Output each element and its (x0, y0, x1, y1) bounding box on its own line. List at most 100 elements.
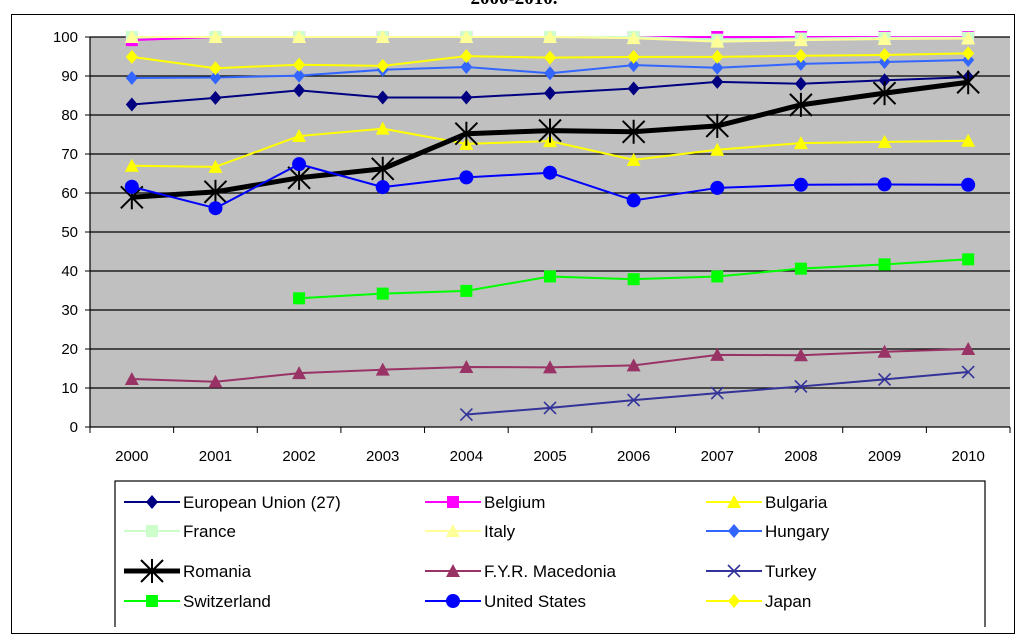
legend-box (114, 480, 986, 627)
data-point (627, 273, 640, 286)
data-point (447, 496, 459, 508)
data-point (375, 121, 390, 135)
data-point (293, 68, 306, 83)
legend-label: Switzerland (183, 592, 271, 611)
data-point (727, 495, 741, 508)
series-f-y-r-macedonia (124, 342, 976, 388)
data-point (209, 61, 222, 76)
y-tick-label: 20 (61, 341, 78, 358)
x-tick-label: 2003 (366, 448, 399, 465)
legend-label: Bulgaria (765, 493, 828, 512)
data-point (878, 47, 891, 62)
data-point (878, 73, 891, 88)
data-point (459, 407, 473, 422)
data-point (877, 134, 892, 148)
data-point (460, 49, 473, 64)
data-point (124, 372, 139, 386)
legend-item: European Union (27) (124, 493, 341, 512)
series-switzerland (293, 253, 975, 305)
data-point (446, 594, 460, 608)
y-tick-label: 40 (61, 263, 78, 280)
series-united-states (124, 157, 976, 216)
data-point (710, 386, 724, 400)
legend-label: Hungary (765, 522, 830, 541)
data-point (793, 136, 808, 150)
data-point (710, 142, 725, 156)
data-point (375, 180, 390, 195)
x-tick-label: 2007 (701, 448, 734, 465)
data-point (208, 374, 223, 388)
data-point (203, 179, 228, 204)
data-point (460, 60, 473, 75)
series-italy (124, 30, 976, 48)
data-point (124, 179, 139, 194)
data-point (794, 56, 807, 71)
data-point (961, 133, 976, 147)
legend-label: Belgium (484, 493, 545, 512)
data-point (627, 58, 640, 73)
data-point (292, 157, 307, 172)
data-point (621, 119, 646, 144)
x-tick-label: 2004 (450, 448, 483, 465)
x-tick-label: 2006 (617, 448, 650, 465)
data-point (705, 113, 729, 138)
data-point (292, 30, 307, 43)
data-point (371, 156, 395, 181)
data-point (146, 495, 158, 509)
data-point (794, 379, 808, 394)
data-point (293, 292, 306, 305)
series-european-union-27- (125, 70, 975, 112)
series-japan (125, 46, 975, 76)
data-point (146, 525, 158, 537)
y-tick-label: 100 (53, 29, 78, 46)
data-point (544, 50, 556, 65)
legend-item: Japan (706, 592, 811, 611)
x-tick-label: 2005 (533, 448, 566, 465)
legend-label: Romania (183, 562, 252, 581)
y-tick-label: 60 (61, 185, 78, 202)
data-point (962, 253, 975, 266)
data-point (961, 365, 975, 379)
data-point (209, 90, 222, 105)
data-point (293, 57, 306, 72)
data-point (877, 372, 892, 386)
data-point (125, 70, 138, 85)
data-point (710, 347, 725, 361)
data-point (711, 74, 724, 89)
data-point (124, 158, 139, 172)
data-point (877, 177, 892, 192)
legend-label: United States (484, 592, 586, 611)
data-point (794, 262, 807, 275)
legend-label: European Union (27) (183, 493, 341, 512)
legend-item: United States (425, 592, 586, 611)
y-tick-label: 10 (61, 380, 78, 397)
data-point (878, 54, 891, 69)
data-point (711, 270, 724, 283)
data-point (446, 524, 460, 537)
data-point (376, 58, 389, 73)
legend-item: Bulgaria (706, 493, 828, 512)
data-point (543, 401, 557, 415)
data-point (956, 70, 980, 95)
x-tick-label: 2000 (115, 448, 148, 465)
data-point (961, 342, 976, 355)
data-point (459, 170, 474, 185)
data-point (710, 180, 725, 195)
data-point (872, 81, 897, 106)
legend-item: Switzerland (124, 592, 271, 611)
data-point (460, 90, 473, 105)
data-point (125, 49, 138, 64)
data-point (794, 48, 807, 63)
data-point (626, 193, 641, 208)
data-point (728, 594, 740, 608)
data-point (627, 81, 640, 96)
data-point (711, 49, 724, 64)
data-point (376, 287, 389, 300)
data-point (961, 31, 976, 45)
data-point (626, 358, 641, 372)
data-point (140, 559, 164, 583)
series-turkey (459, 365, 975, 422)
data-point (292, 129, 307, 143)
data-point (627, 393, 641, 407)
